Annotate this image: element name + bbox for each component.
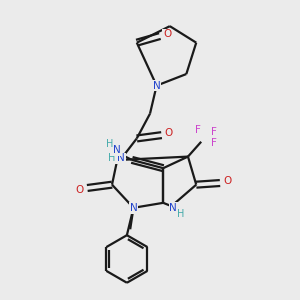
Text: O: O xyxy=(223,176,231,186)
Text: O: O xyxy=(163,29,171,39)
Text: N: N xyxy=(153,81,160,91)
Text: H: H xyxy=(106,139,113,149)
Text: N: N xyxy=(169,203,177,213)
Text: O: O xyxy=(165,128,173,139)
Text: F: F xyxy=(195,125,201,135)
Text: H: H xyxy=(108,153,116,163)
Text: H: H xyxy=(177,209,184,219)
Text: F: F xyxy=(212,138,217,148)
Text: F: F xyxy=(212,128,217,137)
Text: O: O xyxy=(76,184,84,195)
Text: N: N xyxy=(117,153,125,163)
Text: N: N xyxy=(130,203,137,213)
Text: N: N xyxy=(113,145,121,155)
